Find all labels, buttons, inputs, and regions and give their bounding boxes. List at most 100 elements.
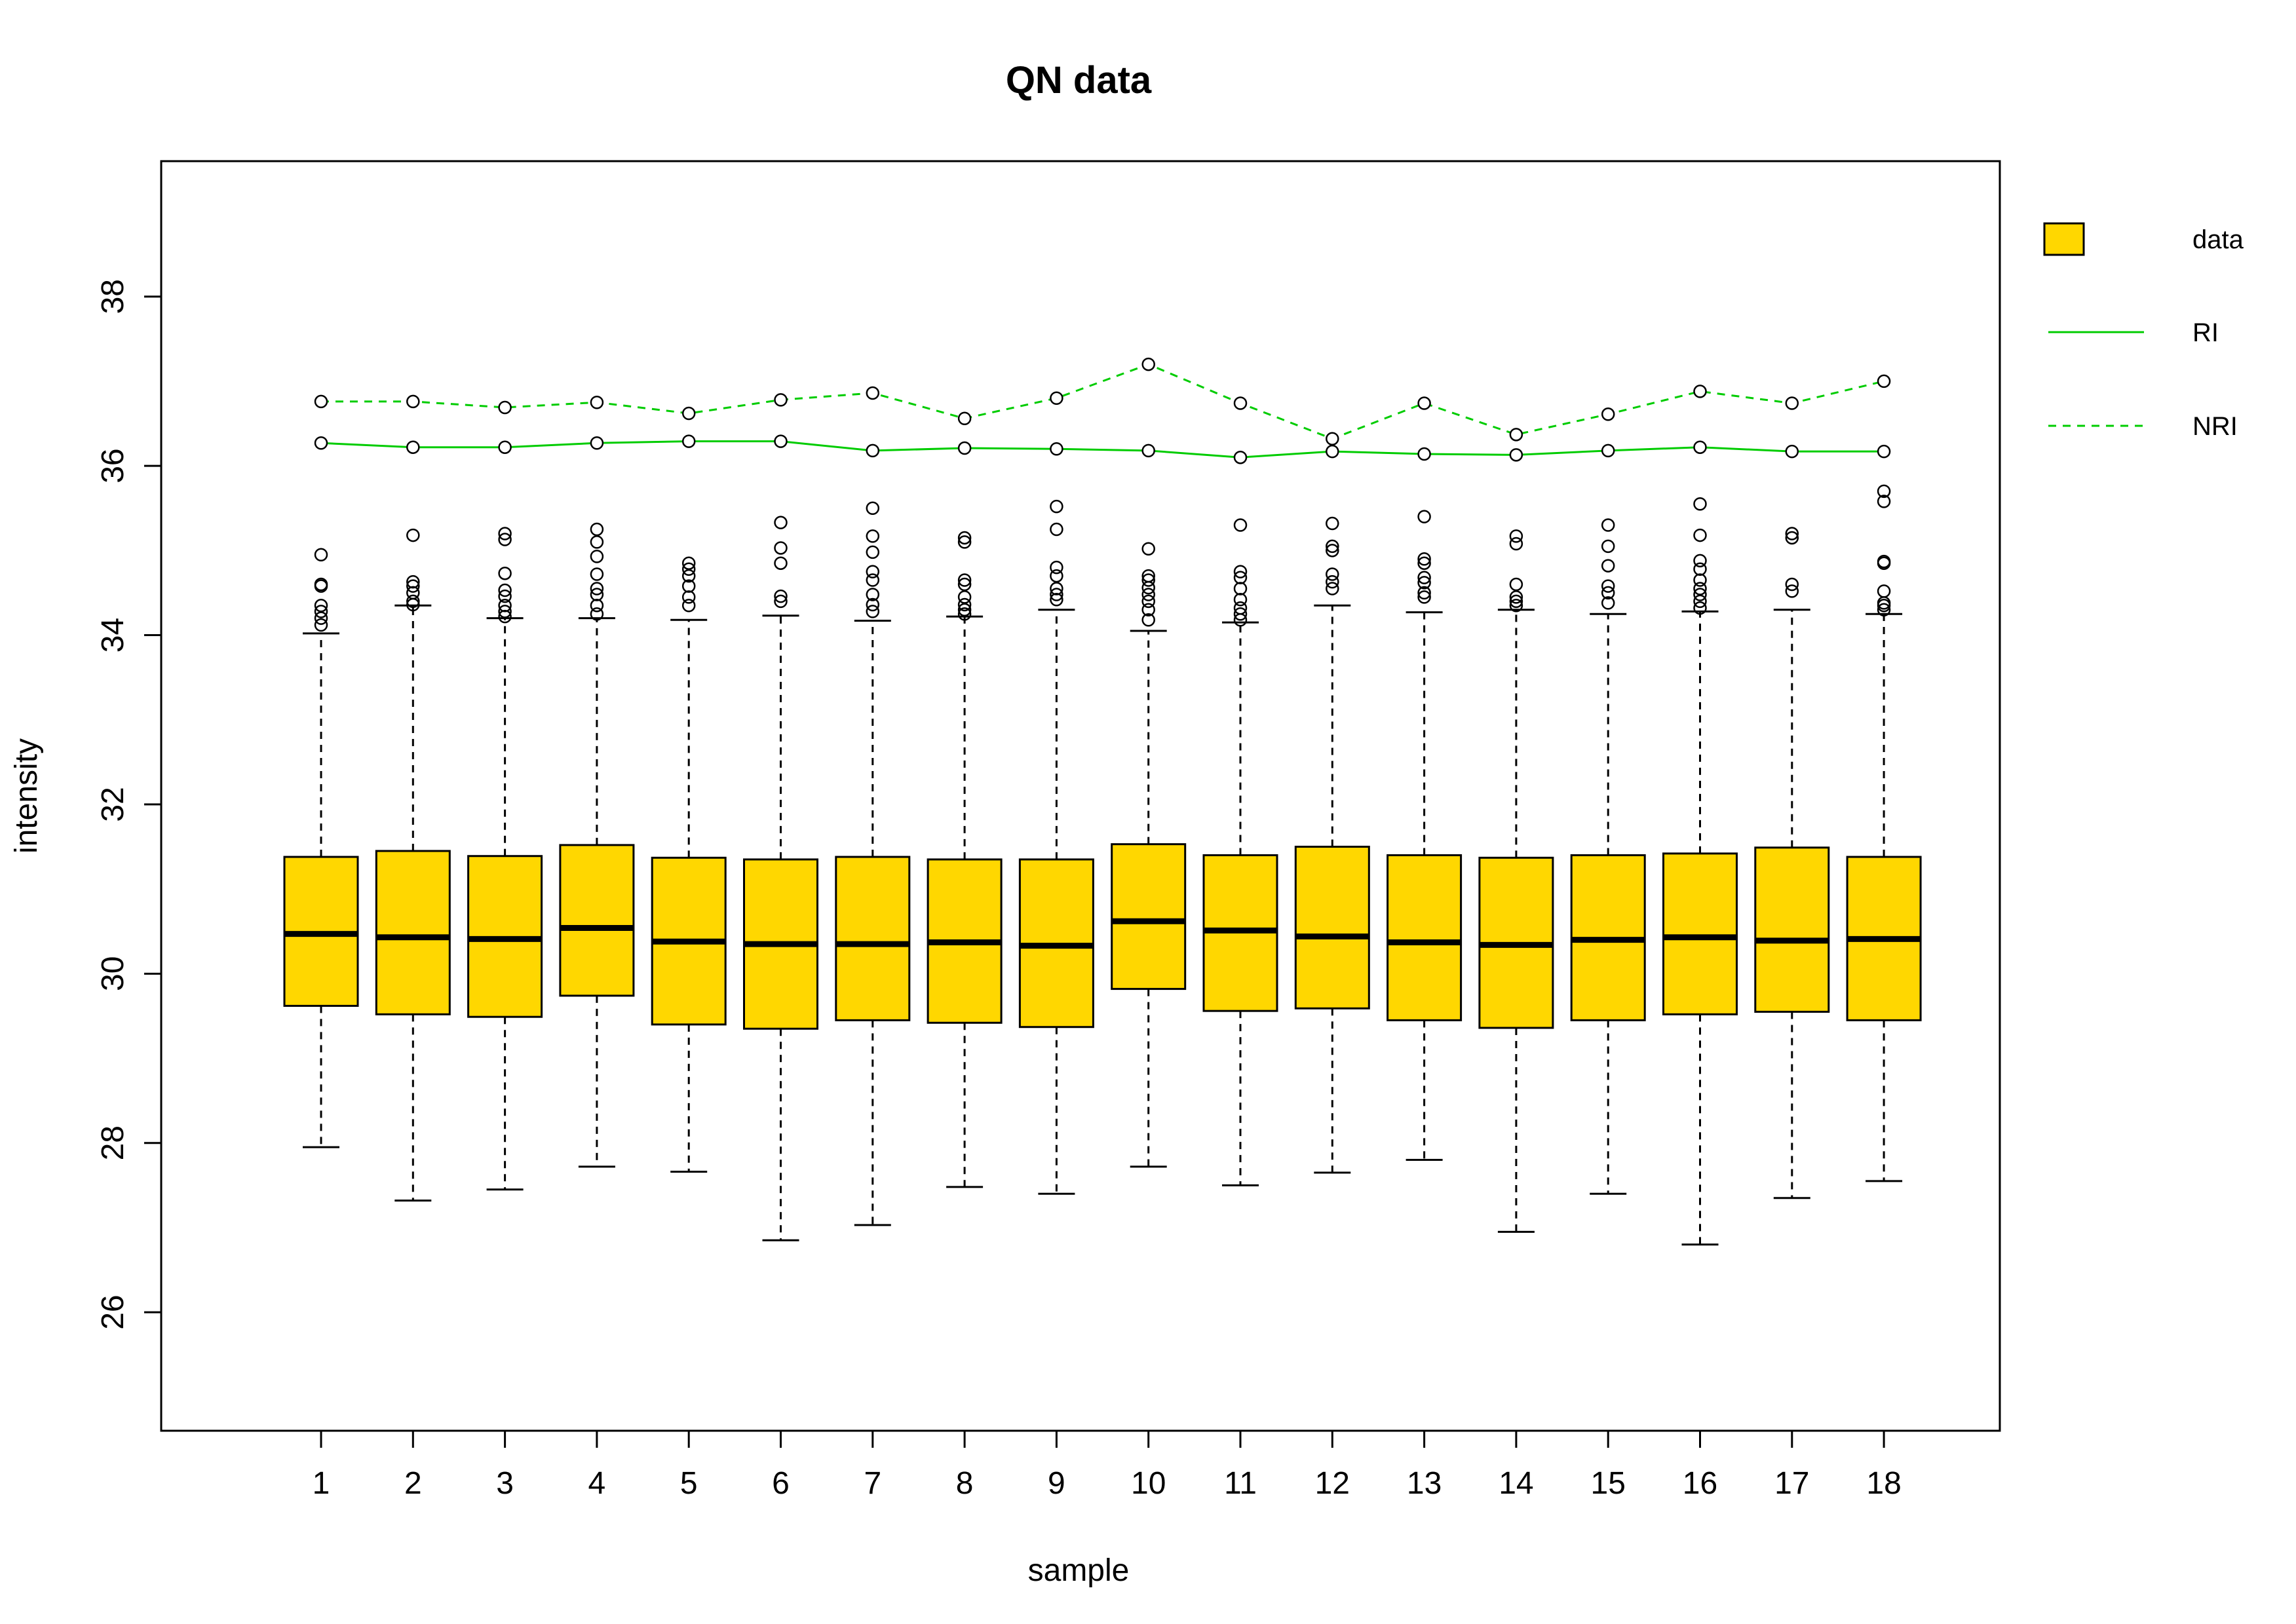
outlier-point	[1601, 586, 1615, 600]
x-tick-label: 16	[1683, 1466, 1717, 1501]
outlier-point	[1050, 569, 1063, 583]
box-group	[1570, 518, 1646, 1195]
series-point-nri	[590, 395, 604, 409]
outlier-point	[1141, 569, 1155, 583]
outlier-point	[498, 589, 512, 603]
outlier-point	[866, 605, 880, 618]
outlier-point	[1050, 582, 1063, 595]
outlier-point	[1693, 562, 1707, 576]
outlier-point	[590, 550, 604, 563]
outlier-point	[774, 556, 788, 570]
outlier-point	[1141, 588, 1155, 601]
outlier-point	[866, 573, 880, 587]
series-point-ri	[1417, 447, 1431, 461]
outlier-point	[1785, 577, 1799, 592]
series-point-nri	[1233, 396, 1248, 410]
outlier-point	[1233, 518, 1248, 532]
series-point-nri	[1601, 407, 1615, 421]
outlier-point	[1509, 594, 1523, 609]
x-tick-label: 17	[1774, 1466, 1809, 1501]
outlier-point	[681, 599, 696, 613]
x-tick-label: 8	[956, 1466, 974, 1501]
outlier-point	[498, 533, 512, 546]
outlier-point	[498, 599, 512, 613]
outlier-point	[1233, 582, 1248, 595]
series-point-ri	[1509, 448, 1523, 462]
series-point-nri	[1509, 428, 1523, 442]
box-group	[283, 548, 359, 1148]
series-point-ri	[498, 440, 512, 454]
x-tick-label: 3	[496, 1466, 514, 1501]
box	[1111, 843, 1187, 991]
outlier-point	[866, 588, 880, 601]
outlier-point	[1233, 571, 1248, 584]
outlier-point	[314, 605, 328, 618]
outlier-point	[1326, 567, 1339, 581]
series-point-ri	[1693, 440, 1707, 454]
outlier-point	[590, 522, 604, 537]
outlier-point	[957, 573, 972, 587]
outlier-point	[1693, 601, 1707, 615]
box	[1754, 846, 1830, 1013]
box-group	[467, 527, 543, 1191]
outlier-point	[406, 586, 420, 600]
outlier-point	[314, 577, 328, 592]
outlier-point	[1509, 537, 1523, 551]
box	[1662, 852, 1738, 1015]
legend: data RI NRI	[2043, 222, 2244, 441]
box-group	[1294, 516, 1370, 1174]
outlier-point	[1693, 573, 1707, 587]
series-point-ri	[314, 436, 328, 450]
legend-label: NRI	[2192, 412, 2238, 441]
outlier-point	[1693, 582, 1707, 595]
outlier-point	[681, 562, 696, 576]
outlier-point	[590, 567, 604, 581]
outlier-point	[1326, 575, 1339, 589]
outlier-point	[1326, 544, 1339, 557]
outlier-point	[1417, 586, 1431, 600]
series-point-ri	[590, 436, 604, 450]
series-point-nri	[498, 400, 512, 415]
outlier-point	[1326, 539, 1339, 554]
outlier-point	[590, 582, 604, 595]
outlier-point	[1509, 590, 1523, 604]
outlier-point	[957, 597, 972, 612]
outlier-point	[1693, 554, 1707, 568]
x-tick-label: 14	[1499, 1466, 1533, 1501]
box	[1387, 854, 1463, 1021]
y-tick-label: 28	[96, 1125, 130, 1160]
outlier-point	[1877, 603, 1891, 617]
outlier-point	[1233, 565, 1248, 578]
box-group	[1111, 542, 1187, 1168]
box-group	[375, 528, 451, 1202]
x-tick-label: 11	[1224, 1466, 1257, 1501]
outlier-point	[957, 603, 972, 617]
series-point-ri	[681, 434, 696, 448]
series-point-nri	[1141, 357, 1155, 371]
y-tick-label: 26	[96, 1294, 130, 1329]
x-tick-label: 5	[680, 1466, 698, 1501]
box-group	[1846, 484, 1922, 1182]
outlier-point	[1601, 539, 1615, 554]
box	[1294, 846, 1370, 1010]
x-tick-label: 4	[588, 1466, 606, 1501]
outlier-point	[498, 583, 512, 597]
series-point-nri	[681, 406, 696, 421]
x-tick-label: 2	[404, 1466, 422, 1501]
series-point-ri	[957, 441, 972, 455]
outlier-point	[866, 565, 880, 578]
x-axis-label: sample	[1028, 1553, 1130, 1588]
box-group	[1018, 499, 1094, 1195]
series-point-nri	[957, 411, 972, 426]
outlier-point	[1417, 571, 1431, 584]
y-axis-label: intensity	[9, 738, 44, 854]
legend-item-nri: NRI	[2048, 412, 2238, 441]
outlier-point	[406, 579, 420, 593]
series-line-ri	[320, 440, 1885, 459]
box-group	[1387, 510, 1463, 1161]
x-tick-label: 13	[1407, 1466, 1442, 1501]
outlier-point	[314, 548, 328, 562]
outlier-point	[957, 590, 972, 604]
outlier-point	[1877, 584, 1891, 598]
outlier-point	[1417, 576, 1431, 590]
